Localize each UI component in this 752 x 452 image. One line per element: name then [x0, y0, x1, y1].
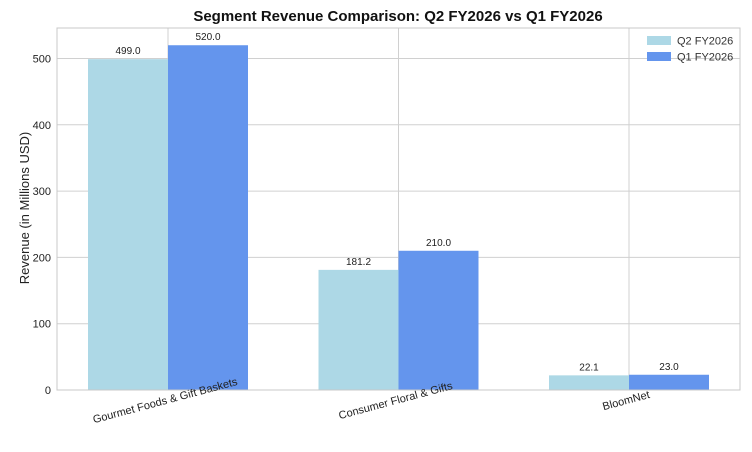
- bar: [398, 250, 479, 390]
- bar-data-label: 210.0: [426, 238, 451, 249]
- plot-area: 0 100 200 300 400 500 499.0 181.2 22.1 520.0 210.0…: [33, 27, 741, 426]
- legend-label: Q1 FY2026: [677, 52, 733, 64]
- chart-title: Segment Revenue Comparison: Q2 FY2026 vs…: [193, 8, 602, 25]
- y-tick-label: 0: [45, 385, 51, 397]
- y-axis-label: Revenue (in Millions USD): [17, 132, 32, 284]
- bar-data-label: 23.0: [659, 362, 679, 373]
- bar-data-label: 22.1: [579, 362, 599, 373]
- y-tick-label: 500: [33, 53, 51, 65]
- plot-frame: [56, 27, 741, 391]
- bar: [629, 374, 709, 390]
- bar: [549, 375, 629, 390]
- bar-data-label: 499.0: [115, 46, 140, 57]
- x-tick-label: BloomNet: [601, 389, 651, 413]
- bar-data-label: 520.0: [195, 32, 220, 43]
- legend-swatch: [647, 52, 671, 61]
- y-tick-label: 200: [33, 252, 51, 264]
- bar: [168, 45, 248, 390]
- y-tick-label: 100: [33, 319, 51, 331]
- y-tick-label: 300: [33, 186, 51, 198]
- legend-swatch: [647, 36, 671, 45]
- bar: [318, 269, 399, 390]
- y-tick-label: 400: [33, 120, 51, 132]
- bar: [88, 59, 168, 391]
- bar-data-label: 181.2: [346, 257, 371, 268]
- legend-label: Q2 FY2026: [677, 36, 733, 48]
